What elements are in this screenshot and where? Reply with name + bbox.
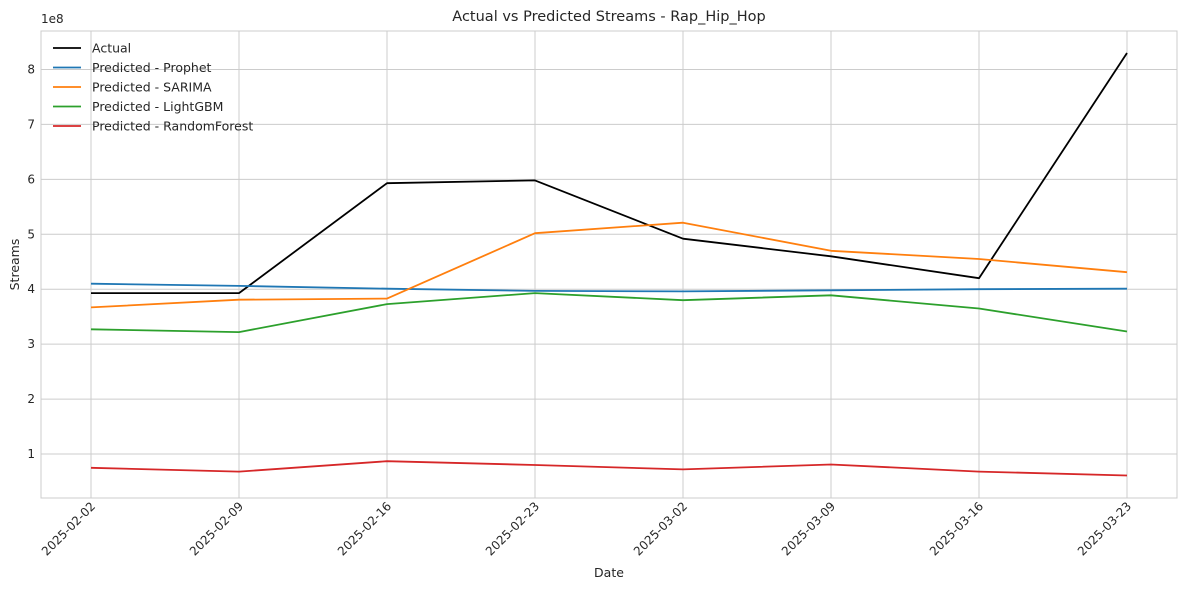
series-lines bbox=[90, 52, 1128, 477]
x-tick-label: 2025-02-16 bbox=[335, 499, 394, 558]
x-tick-label: 2025-03-02 bbox=[631, 499, 690, 558]
plot-frame bbox=[40, 30, 1178, 499]
y-tick-label: 8 bbox=[27, 62, 35, 76]
chart-title: Actual vs Predicted Streams - Rap_Hip_Ho… bbox=[452, 9, 765, 25]
x-tick-labels: 2025-02-02 2025-02-09 2025-02-16 2025-02-23… bbox=[39, 499, 1134, 558]
y-tick-label: 6 bbox=[27, 172, 35, 186]
legend-label-predicted-prophet: Predicted - Prophet bbox=[92, 60, 212, 75]
legend-label-predicted-sarima: Predicted - SARIMA bbox=[92, 80, 212, 95]
y-offset-label: 1e8 bbox=[41, 12, 64, 26]
y-tick-labels: 1 2 3 4 5 6 7 8 bbox=[27, 62, 35, 461]
x-tick-label: 2025-02-23 bbox=[483, 499, 542, 558]
x-tick-label: 2025-03-16 bbox=[927, 499, 986, 558]
y-tick-label: 3 bbox=[27, 337, 35, 351]
series-line-predicted-prophet bbox=[90, 282, 1128, 293]
y-tick-label: 2 bbox=[27, 392, 35, 406]
y-tick-label: 4 bbox=[27, 282, 35, 296]
series-line-predicted-lightgbm bbox=[90, 292, 1128, 334]
x-tick-label: 2025-03-09 bbox=[779, 499, 838, 558]
legend-label-actual: Actual bbox=[92, 41, 131, 56]
y-tick-label: 1 bbox=[27, 447, 35, 461]
x-tick-label: 2025-02-02 bbox=[39, 499, 98, 558]
legend-label-predicted-lightgbm: Predicted - LightGBM bbox=[92, 99, 223, 114]
x-tick-label: 2025-02-09 bbox=[187, 499, 246, 558]
series-line-actual bbox=[91, 52, 1128, 295]
series-line-predicted-sarima bbox=[90, 221, 1128, 309]
y-tick-label: 5 bbox=[27, 227, 35, 241]
series-line-predicted-randomforest bbox=[90, 460, 1128, 477]
grid bbox=[41, 31, 1177, 498]
legend: Actual Predicted - Prophet Predicted - SAR… bbox=[53, 41, 253, 134]
y-tick-label: 7 bbox=[27, 117, 35, 131]
y-axis-label: Streams bbox=[7, 239, 22, 291]
x-tick-label: 2025-03-23 bbox=[1075, 499, 1134, 558]
x-axis-label: Date bbox=[594, 565, 624, 580]
legend-label-predicted-randomforest: Predicted - RandomForest bbox=[92, 119, 253, 134]
